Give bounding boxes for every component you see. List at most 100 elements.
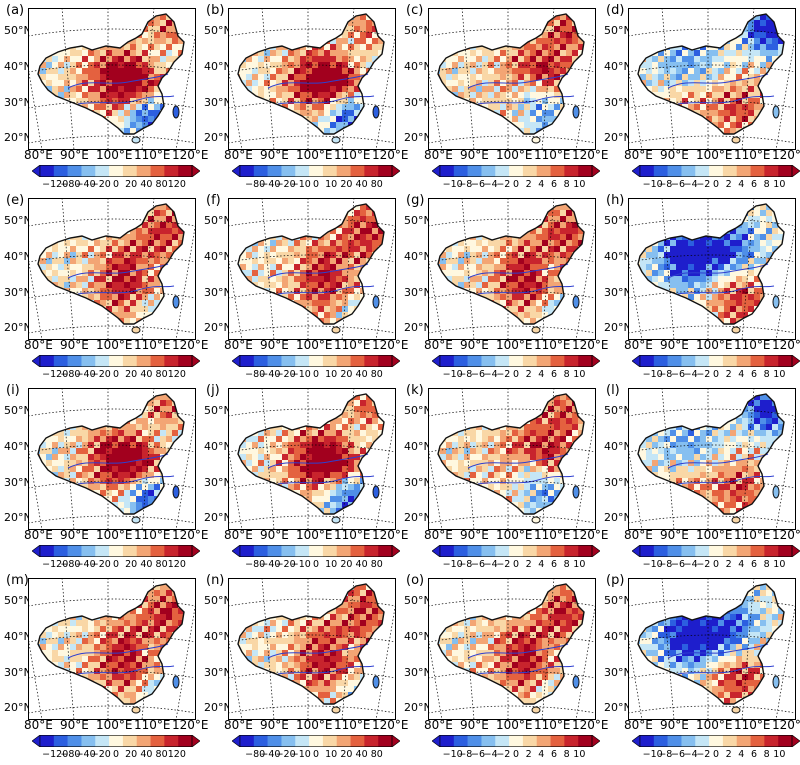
river-line [77,95,175,105]
lon-tick-label: 120°E [372,718,409,732]
island-hainan [531,706,541,714]
lon-tick-label: 120°E [572,528,609,542]
colorbar-segment [150,355,165,367]
colorbar-segment [695,735,710,747]
colorbar-tick-label: −80 [245,749,266,760]
river-line [477,95,575,105]
lat-tick-label: 20°N [404,701,432,714]
colorbar [632,735,800,747]
lon-tick-label: 120°E [772,148,800,162]
colorbar-segment [122,355,138,367]
colorbar-tick-label: 20 [340,749,353,760]
graticule [628,578,796,720]
colorbar-tick-label: −2 [696,559,711,570]
colorbar-tick-label: −2 [496,179,511,190]
map-panel: (h) 50°N 40°N 30°N 20°N 80°E 90°E 100°E 110°E 120… [600,190,800,380]
colorbar-tick-label: 10 [325,559,338,570]
colorbar-tick-label: −10 [290,749,311,760]
colorbar-segment [778,355,793,367]
colorbar [432,735,600,747]
colorbar-tick-label: −4 [683,559,698,570]
colorbar-segment [578,735,593,747]
colorbar-tick-label: 10 [573,559,586,570]
lon-tick-label: 90°E [460,528,489,542]
colorbar-tick-label: −10 [442,179,463,190]
colorbar-segment [150,735,165,747]
colorbar-tick-label: −2 [496,559,511,570]
colorbar-segment [764,355,779,367]
lon-tick-label: 110°E [334,338,371,352]
lon-tick-label: 100°E [696,528,733,542]
lat-tick-label: 40°N [204,60,232,73]
map-panel: (m) 50°N 40°N 30°N 20°N 80°E 90°E 100°E 110°E 120… [0,570,209,760]
lon-tick-label: 100°E [296,718,333,732]
colorbar-tick-label: 10 [773,749,786,760]
colorbar-tick-label: 10 [573,369,586,380]
country-outline [237,393,385,515]
colorbar-segment [253,165,268,177]
colorbar-segment [336,165,351,177]
map-plot [428,198,596,340]
map-plot [28,578,196,720]
colorbar-segment [178,355,193,367]
colorbar-segment [481,165,496,177]
graticule [28,578,196,720]
lon-tick-label: 120°E [772,718,800,732]
map-panel: (i) 50°N 40°N 30°N 20°N 80°E 90°E 100°E 110°E 120… [0,380,209,570]
lat-tick-label: 20°N [4,511,32,524]
colorbar-tick-label: 0 [312,179,320,190]
colorbar-segment [467,355,482,367]
colorbar-extend-high [391,545,400,557]
graticule [628,198,796,340]
colorbar-tick-label: −20 [90,559,111,570]
colorbar-segment [653,165,668,177]
colorbar-tick-label: −10 [642,369,663,380]
panel-label: (f) [206,193,221,208]
colorbar [432,545,600,557]
colorbar-tick-label: −20 [275,179,296,190]
colorbar-segment [281,545,296,557]
lat-tick-label: 20°N [604,511,632,524]
island-taiwan [772,295,780,309]
colorbar-tick-label: 4 [538,559,545,570]
colorbar-tick-label: −20 [275,749,296,760]
colorbar-tick-label: 4 [538,749,545,760]
island-hainan [131,326,141,334]
colorbar-tick-label: 40 [355,179,368,190]
lon-tick-label: 110°E [534,338,571,352]
colorbar [232,735,400,747]
colorbar-tick-label: 0 [712,369,720,380]
colorbar-segment [281,735,296,747]
colorbar-tick-label: −20 [90,369,111,380]
colorbar-segment [295,735,310,747]
map-plot [228,8,396,150]
graticule [28,198,196,340]
colorbar-segment [122,735,138,747]
colorbar-segment [95,165,110,177]
lat-tick-label: 50°N [404,214,432,227]
colorbar-tick-label: 2 [725,369,732,380]
colorbar-segment [109,165,124,177]
lon-tick-label: 80°E [624,528,653,542]
lat-tick-label: 20°N [404,321,432,334]
lat-tick-label: 20°N [604,131,632,144]
colorbar-tick-label: 2 [725,179,732,190]
colorbar-tick-label: 40 [355,559,368,570]
lon-tick-label: 80°E [24,148,53,162]
island-hainan [731,706,741,714]
river-line [477,475,575,485]
colorbar-tick-label: 6 [750,749,758,760]
lat-tick-label: 20°N [4,321,32,334]
colorbar-segment [240,545,255,557]
colorbar-segment [150,545,165,557]
river-line [477,665,575,675]
colorbar-tick-label: 4 [738,369,745,380]
graticule [428,8,596,150]
river-line [677,285,775,295]
colorbar-segment [667,165,682,177]
colorbar-segment [709,545,724,557]
lat-tick-label: 40°N [4,630,32,643]
colorbar-tick-label: 80 [155,559,168,570]
colorbar-tick-label: 6 [550,559,558,570]
colorbar-segment [253,735,268,747]
